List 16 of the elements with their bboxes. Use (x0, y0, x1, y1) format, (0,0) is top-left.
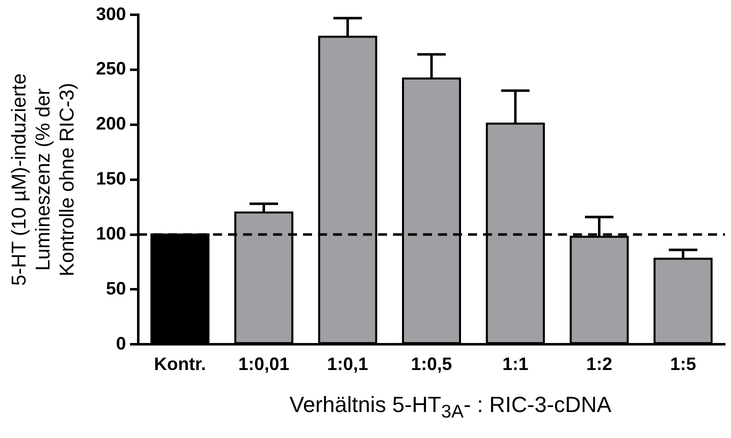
x-tick-label: 1:0,1 (327, 354, 368, 374)
x-tick-label: 1:5 (670, 354, 696, 374)
y-tick-label: 0 (116, 333, 126, 354)
x-tick-label: 1:0,01 (238, 354, 290, 374)
y-tick-label: 200 (96, 114, 126, 134)
x-tick-label: 1:2 (586, 354, 612, 374)
y-tick-label: 100 (96, 224, 126, 244)
y-tick-label: 50 (106, 278, 126, 298)
x-tick-label: 1:0,5 (411, 354, 452, 374)
y-tick-label: 300 (96, 4, 126, 24)
x-axis-title: Verhältnis 5-HT$_{3A}$- : RIC-3-cDNA (288, 392, 612, 422)
y-tick-label: 250 (96, 58, 126, 79)
y-tick-label: 150 (96, 168, 126, 189)
x-tick-label: 1:1 (502, 354, 528, 374)
y-axis-title: 5-HT (10 µM)-induzierte Lumineszenz (% der Kontrolle ohne RIC-3) (8, 73, 79, 286)
x-tick-label: Kontr. (154, 354, 206, 374)
